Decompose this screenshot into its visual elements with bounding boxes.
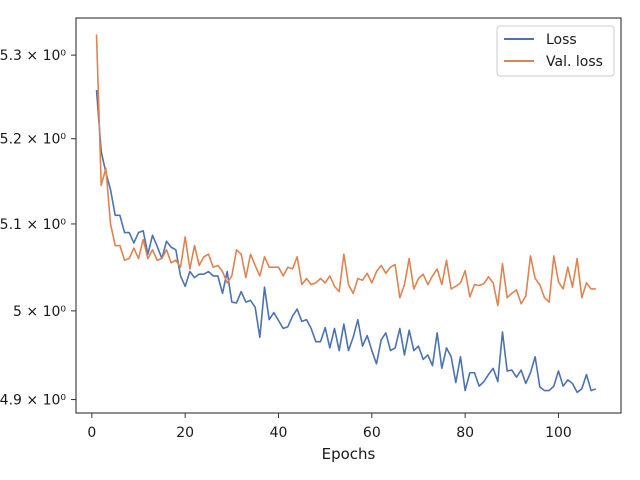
legend-label-val-loss: Val. loss: [546, 54, 603, 70]
x-axis: 0 20 40 60 80 100: [87, 413, 572, 441]
x-tick-label: 80: [456, 425, 474, 441]
x-tick-label: 20: [176, 425, 194, 441]
y-tick-label: 5.2 × 10⁰: [0, 132, 66, 148]
x-tick-label: 100: [545, 425, 572, 441]
x-tick-label: 60: [363, 425, 381, 441]
x-tick-label: 40: [270, 425, 288, 441]
series-line-val-loss: [95, 34, 596, 307]
x-tick-label: 0: [87, 425, 96, 441]
legend: Loss Val. loss: [496, 25, 615, 77]
y-tick-label: 5.1 × 10⁰: [0, 217, 66, 233]
y-axis: 4.9 × 10⁰ 5 × 10⁰ 5.1 × 10⁰ 5.2 × 10⁰ 5.3 × …: [0, 48, 76, 409]
x-axis-label: Epochs: [322, 445, 376, 463]
y-tick-label: 4.9 × 10⁰: [0, 393, 66, 409]
y-tick-label: 5 × 10⁰: [13, 304, 66, 320]
series-lines: [95, 34, 597, 394]
series-line-loss: [95, 89, 597, 394]
y-tick-label: 5.3 × 10⁰: [0, 48, 66, 64]
plot-frame: [75, 17, 622, 414]
legend-label-loss: Loss: [546, 32, 577, 48]
